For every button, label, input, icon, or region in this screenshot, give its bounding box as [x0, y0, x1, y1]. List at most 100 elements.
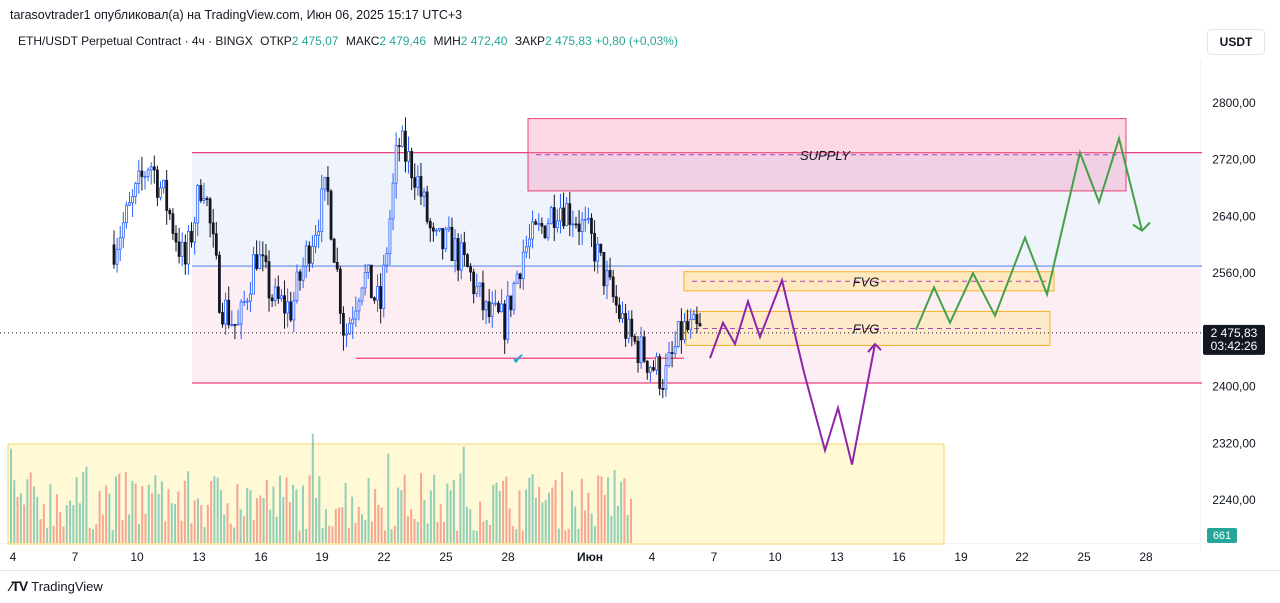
volume-bar: [534, 497, 537, 543]
chart-canvas[interactable]: ✔ SUPPLY FVG FVG 2800,00 2720,00 2640,00 2560,0…: [0, 0, 1280, 570]
volume-bar: [502, 480, 505, 543]
volume-bar: [495, 482, 498, 543]
time-tick-label: 4: [649, 550, 656, 564]
volume-bar: [174, 504, 177, 543]
candle-body: [289, 301, 293, 321]
volume-bar: [630, 498, 632, 543]
candle-body: [221, 312, 224, 325]
price-tick-label: 2800,00: [1212, 96, 1256, 110]
candle-body: [676, 321, 680, 347]
volume-bar: [282, 496, 285, 543]
time-tick-label: 19: [315, 550, 329, 564]
volume-bar: [69, 500, 72, 543]
candle-body: [484, 301, 488, 311]
symbol-name[interactable]: ETH/USDT Perpetual Contract · 4ч · BINGX: [18, 34, 253, 48]
candle-body: [555, 220, 559, 228]
volume-bar: [387, 453, 390, 543]
currency-button[interactable]: USDT: [1207, 29, 1265, 55]
candle-body: [280, 295, 283, 299]
candle-body: [171, 213, 175, 234]
volume-bar: [298, 530, 301, 543]
candle-body: [348, 323, 352, 335]
candle-body: [568, 203, 572, 225]
open-label: ОТКР: [260, 34, 292, 48]
volume-bar: [88, 527, 91, 543]
candle-body: [193, 222, 197, 243]
volume-bar: [301, 485, 304, 543]
candle-body: [531, 221, 534, 240]
candle-body: [283, 295, 286, 314]
volume-bar: [200, 504, 203, 543]
candle-body: [140, 170, 144, 177]
candle-body: [614, 296, 618, 306]
volume-bar: [216, 477, 219, 543]
candle-body: [552, 207, 556, 228]
volume-bar: [518, 490, 521, 543]
candle-body: [617, 304, 621, 319]
publish-info: tarasovtrader1 опубликовал(а) на Trading…: [10, 8, 463, 22]
volume-bar: [154, 475, 157, 543]
volume-bar: [525, 489, 528, 543]
volume-bar: [13, 480, 16, 543]
candle-body: [314, 234, 317, 247]
change-value: +0,80 (+0,03%): [595, 34, 678, 48]
candle-body: [373, 297, 376, 301]
candle-body: [580, 219, 584, 232]
candle-body: [342, 313, 345, 336]
volume-bar: [469, 509, 472, 543]
candle-body: [397, 145, 401, 147]
candle-body: [245, 300, 249, 303]
candle-body: [363, 272, 367, 289]
candle-body: [379, 286, 383, 309]
volume-bar: [597, 475, 600, 543]
volume-bar: [479, 501, 482, 543]
candle-body: [199, 185, 203, 201]
candle-body: [190, 230, 193, 243]
candle-body: [475, 285, 479, 295]
volume-bar: [318, 476, 321, 543]
candle-body: [382, 264, 386, 309]
volume-bar: [239, 509, 242, 543]
candle-body: [422, 191, 426, 197]
candle-body: [639, 336, 643, 364]
candle-body: [493, 302, 497, 305]
candle-body: [276, 286, 280, 299]
volume-bar: [554, 479, 557, 543]
candle-body: [407, 151, 410, 162]
candle-body: [670, 352, 674, 354]
candle-body: [242, 300, 246, 303]
volume-bar: [92, 529, 95, 543]
volume-bar: [39, 519, 42, 543]
volume-bar: [167, 489, 170, 543]
volume-bar: [46, 528, 49, 543]
volume-bar: [403, 474, 406, 543]
volume-bar: [315, 498, 318, 543]
candle-body: [236, 323, 240, 326]
zone-fvg-2: [685, 310, 1051, 346]
volume-bar: [288, 502, 291, 543]
time-tick-label: Июн: [577, 550, 603, 564]
volume-bar: [213, 476, 216, 543]
open-value: 2 475,07: [291, 34, 339, 48]
candle-body: [428, 221, 432, 229]
volume-bar: [443, 522, 446, 543]
volume-bar: [59, 511, 62, 543]
volume-bar: [433, 474, 436, 543]
candle-body: [261, 254, 265, 257]
volume-bar: [551, 487, 554, 543]
time-tick-label: 10: [768, 550, 782, 564]
candle-body: [208, 198, 212, 224]
candle-body: [174, 232, 178, 243]
candle-body: [469, 266, 472, 273]
tradingview-logo[interactable]: ⁄TV TradingView: [10, 578, 103, 594]
candle-body: [252, 254, 255, 295]
range-lower-zone: [192, 266, 1200, 384]
candle-body: [438, 227, 441, 231]
candle-body: [404, 130, 407, 162]
candle-body: [317, 231, 321, 236]
candle-body: [621, 313, 624, 319]
candle-body: [137, 170, 141, 184]
volume-bar: [584, 510, 587, 543]
volume-bar: [160, 481, 163, 543]
volume-bar: [439, 504, 442, 543]
